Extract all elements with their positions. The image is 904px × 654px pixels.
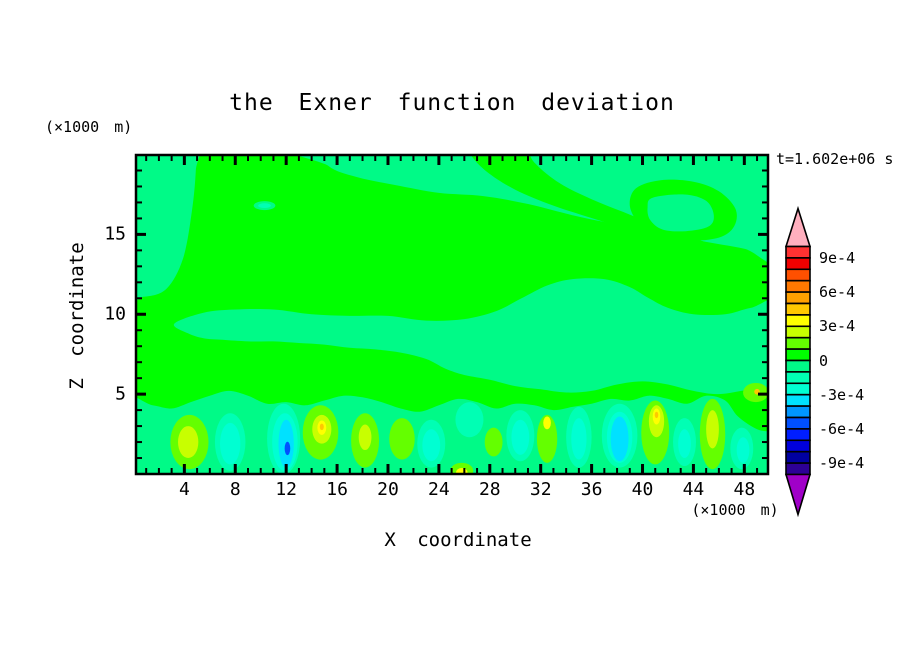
colorbar-segment (785, 268, 811, 282)
colorbar-segment (785, 371, 811, 385)
colorbar-segment (785, 359, 811, 373)
z-tick-label: 10 (104, 303, 126, 325)
plot-border (134, 153, 770, 476)
x-tick-label: 8 (229, 479, 241, 500)
contour-blob-p2 (358, 424, 372, 451)
x-tick-label: 40 (631, 479, 654, 500)
colorbar-arrow-top (784, 205, 812, 248)
contour-blob-m3 (678, 429, 691, 459)
contour-blob-m3 (571, 418, 587, 460)
contour-region-upper-right-negative-region (296, 155, 768, 263)
colorbar-tick-label: 6e-4 (819, 283, 856, 302)
contour-blob-m2 (258, 203, 271, 209)
contour-blob-m6 (284, 441, 291, 456)
colorbar-arrow-bottom (784, 473, 812, 518)
colorbar-segment (785, 302, 811, 316)
x-tick-label: 12 (275, 479, 298, 500)
time-annotation: t=1.602e+06 s (776, 150, 894, 168)
colorbar-segment (785, 348, 811, 362)
contour-blob-p3 (456, 467, 468, 474)
colorbar-tick-label: -3e-4 (819, 385, 865, 404)
contour-blob-p1 (389, 418, 415, 460)
x-axis-unit-label: (×1000 m) (691, 501, 779, 519)
contour-blob-p3 (543, 416, 551, 430)
contour-blob-m3 (736, 437, 750, 463)
contour-region-island-hole (647, 194, 714, 232)
colorbar-segment (785, 428, 811, 442)
x-tick-label: 32 (529, 479, 552, 500)
x-tick-label: 28 (478, 479, 501, 500)
colorbar-segment (785, 291, 811, 305)
x-tick-label: 44 (682, 479, 705, 500)
colorbar-segment (785, 245, 811, 259)
contour-blob-m3 (219, 422, 241, 465)
axes (134, 153, 770, 476)
colorbar-segment (785, 393, 811, 407)
colorbar-tick-label: 9e-4 (819, 248, 856, 267)
contour-blob-m3 (511, 419, 530, 455)
colorbar-segment (785, 439, 811, 453)
x-axis-title: X coordinate (384, 529, 532, 551)
contour-blob-p2 (177, 426, 199, 459)
x-tick-label: 24 (428, 479, 450, 500)
contour-region-upper-left-negative-patch (136, 155, 200, 302)
contour-region-positive-tongue (471, 155, 713, 247)
contour-blob-p2 (706, 410, 719, 449)
contour-field (136, 155, 768, 474)
colorbar-segment (785, 325, 811, 339)
z-axis-unit-label: (×1000 m) (45, 118, 133, 136)
colorbar-tick-label: -9e-4 (819, 454, 865, 473)
contour-blob-m2 (455, 402, 484, 438)
colorbar-segment (785, 257, 811, 271)
z-tick-label: 15 (104, 223, 126, 245)
colorbar-segment (785, 416, 811, 430)
contour-blob-p1 (484, 427, 503, 457)
page-title: the Exner function deviation (229, 90, 675, 116)
colorbar-tick-label: 0 (819, 351, 829, 370)
contour-blob-m4 (610, 416, 629, 462)
colorbar-segment (785, 405, 811, 419)
colorbar-segment (785, 382, 811, 396)
colorbar-segment (785, 450, 811, 464)
z-tick-label: 5 (115, 383, 126, 405)
x-tick-label: 48 (733, 479, 756, 500)
x-tick-label: 36 (580, 479, 603, 500)
colorbar (784, 205, 812, 518)
contour-region-middle-negative-band (173, 278, 768, 395)
colorbar-segment (785, 279, 811, 293)
contour-blob-p1 (536, 414, 558, 463)
x-tick-label: 4 (178, 479, 190, 500)
contour-blob-m3 (422, 429, 441, 462)
colorbar-segment (785, 314, 811, 328)
colorbar-tick-label: 3e-4 (819, 317, 856, 336)
contour-blob-p4 (654, 411, 659, 419)
colorbar-segment (785, 336, 811, 350)
x-tick-label: 20 (377, 479, 399, 500)
colorbar-segment (785, 462, 811, 476)
contour-blob-p4 (319, 423, 324, 431)
x-tick-label: 16 (326, 479, 348, 500)
colorbar-tick-label: -6e-4 (819, 419, 865, 438)
